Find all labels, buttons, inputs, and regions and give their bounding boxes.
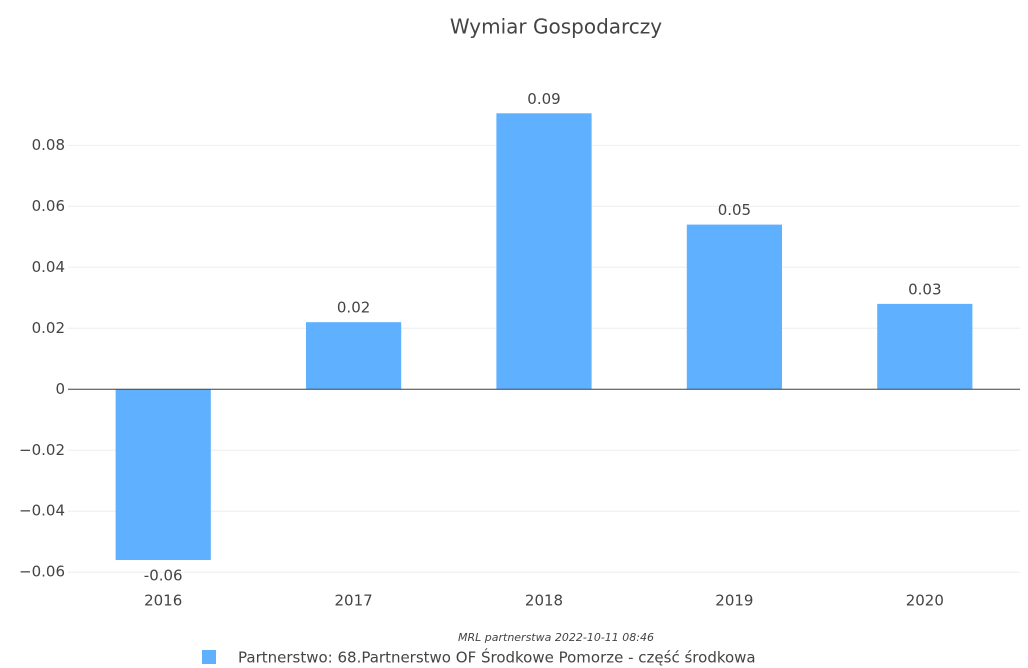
bar: [306, 322, 402, 390]
x-tick-label: 2019: [715, 592, 753, 610]
y-tick-label: 0.02: [32, 319, 65, 337]
bar: [496, 113, 592, 390]
value-label: 0.09: [527, 90, 560, 108]
value-label: 0.03: [908, 280, 941, 298]
bar: [877, 303, 973, 390]
value-label: 0.05: [718, 201, 751, 219]
x-tick-label: 2017: [335, 592, 373, 610]
y-tick-label: 0: [55, 380, 65, 398]
x-tick-label: 2018: [525, 592, 563, 610]
y-tick-label: 0.06: [32, 197, 65, 215]
chart-title: Wymiar Gospodarczy: [450, 15, 662, 39]
bar: [686, 224, 782, 390]
value-label: -0.06: [144, 567, 183, 585]
y-tick-label: −0.06: [19, 563, 65, 581]
y-tick-label: 0.08: [32, 136, 65, 154]
x-tick-label: 2020: [906, 592, 944, 610]
legend-swatch: [202, 650, 216, 664]
y-tick-label: −0.02: [19, 441, 65, 459]
legend-label: Partnerstwo: 68.Partnerstwo OF Środkowe …: [238, 648, 756, 667]
value-label: 0.02: [337, 299, 370, 317]
annotation: MRL partnerstwa 2022-10-11 08:46: [458, 631, 654, 644]
bar: [115, 389, 211, 561]
y-tick-label: 0.04: [32, 258, 65, 276]
y-tick-label: −0.04: [19, 502, 65, 520]
x-tick-label: 2016: [144, 592, 182, 610]
